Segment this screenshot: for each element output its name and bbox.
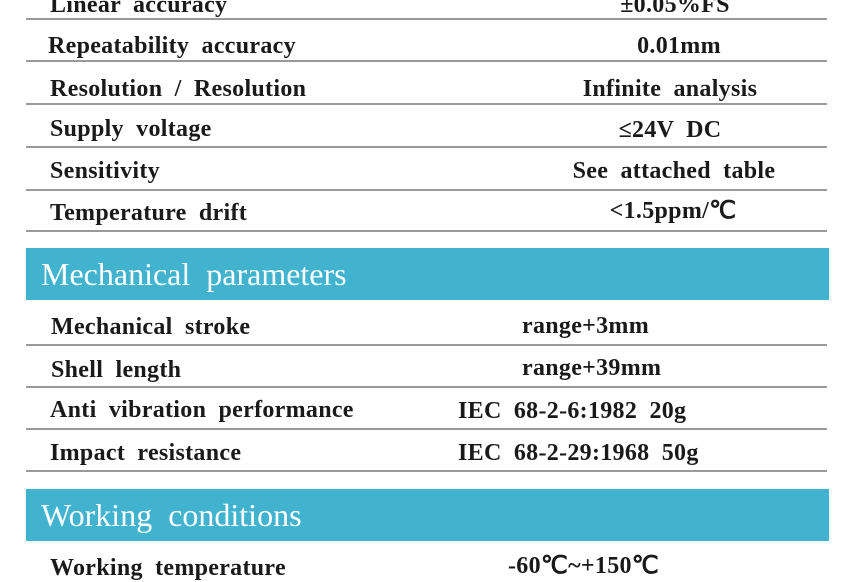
divider	[26, 428, 827, 430]
spec-value: IEC 68-2-29:1968 50g	[458, 440, 699, 466]
divider	[26, 470, 827, 472]
divider	[26, 386, 827, 388]
spec-label: Sensitivity	[50, 158, 160, 184]
spec-value: ≤24V DC	[618, 117, 722, 143]
spec-value: ±0.05%FS	[620, 0, 730, 18]
spec-value: -60℃~+150℃	[508, 553, 660, 579]
spec-label: Supply voltage	[50, 116, 212, 142]
spec-value: Infinite analysis	[582, 76, 758, 102]
spec-label: Impact resistance	[50, 440, 242, 466]
divider	[26, 103, 827, 105]
section-header-mechanical: Mechanical parameters	[26, 248, 829, 300]
section-header-working: Working conditions	[26, 489, 829, 541]
spec-label: Temperature drift	[50, 200, 248, 226]
spec-label: Anti vibration performance	[50, 397, 354, 423]
divider	[26, 60, 827, 62]
spec-label: Shell length	[51, 357, 182, 383]
spec-label: Mechanical stroke	[51, 314, 251, 340]
section-title: Mechanical parameters	[41, 256, 347, 292]
divider	[26, 230, 827, 232]
divider	[26, 344, 827, 346]
spec-label: Working temperature	[50, 555, 286, 581]
divider	[26, 146, 827, 148]
spec-value: range+3mm	[522, 313, 650, 339]
spec-label: Repeatability accuracy	[48, 33, 296, 59]
divider	[26, 189, 827, 191]
section-title: Working conditions	[41, 497, 302, 533]
spec-label: Resolution / Resolution	[50, 76, 307, 102]
divider	[26, 18, 827, 20]
spec-value: See attached table	[572, 158, 776, 184]
spec-value: IEC 68-2-6:1982 20g	[458, 398, 687, 424]
spec-value: 0.01mm	[637, 33, 721, 59]
spec-label: Linear accuracy	[50, 0, 228, 18]
spec-value: range+39mm	[522, 355, 662, 381]
spec-value: <1.5ppm/℃	[609, 198, 737, 224]
